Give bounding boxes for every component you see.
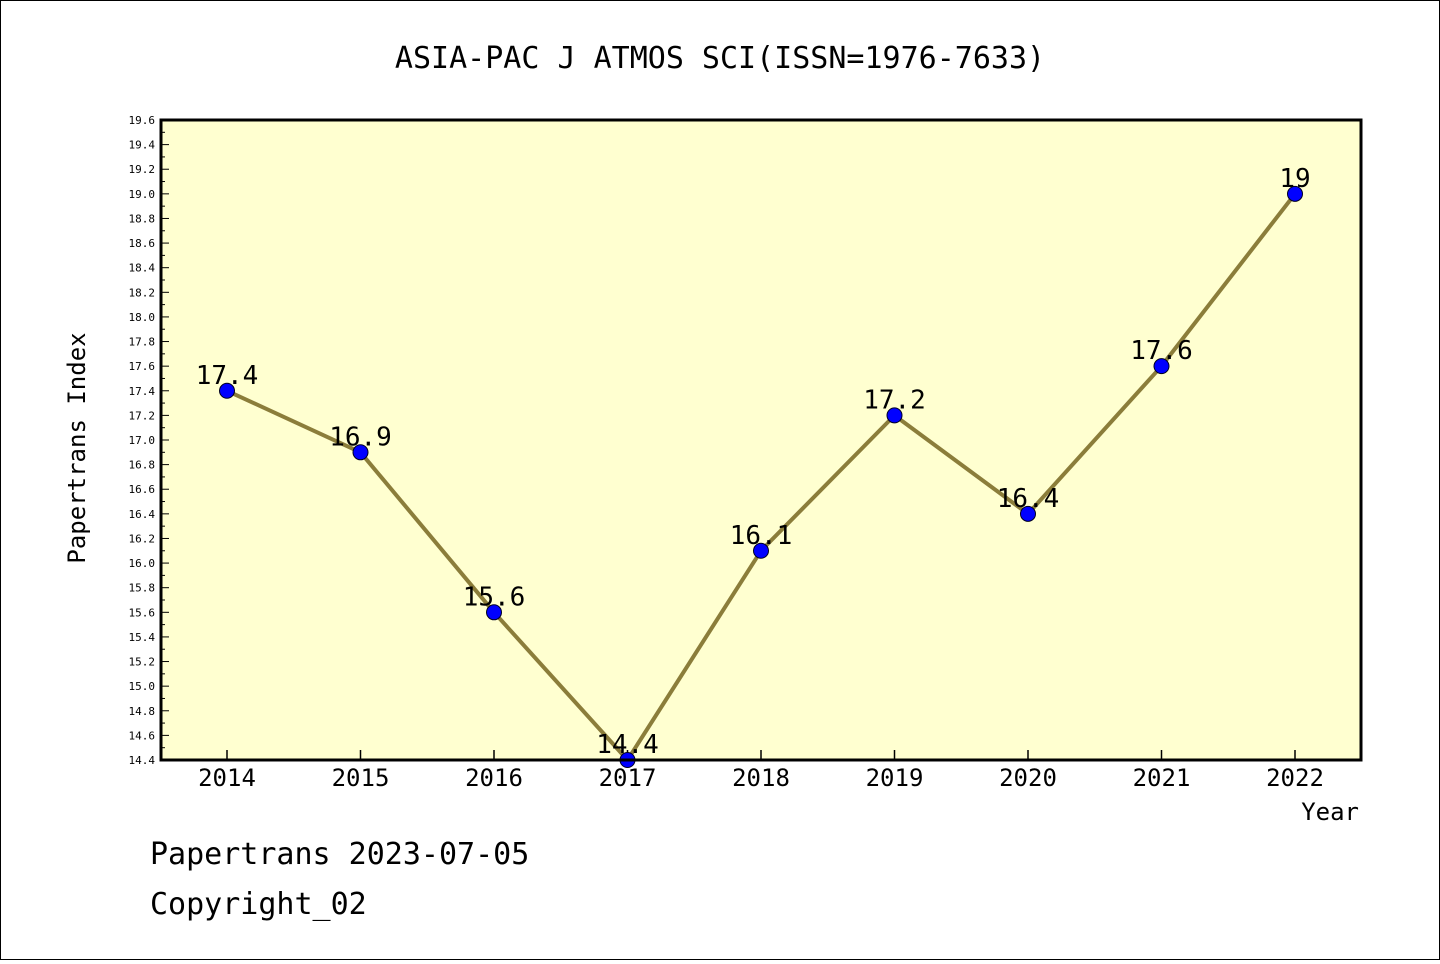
- y-axis-label: Papertrans Index: [63, 332, 91, 563]
- data-labels-group: 17.4 16.9 15.6 14.4 16.1 17.2 16.4 17.6 19: [196, 164, 1311, 760]
- plot-border: [159, 118, 1363, 762]
- data-point-marker: [1020, 505, 1036, 522]
- y-tick-label: 15.8: [129, 582, 156, 595]
- y-tick-label: 17.0: [129, 434, 156, 447]
- y-tick-label: 19.4: [129, 139, 156, 152]
- y-tick-label: 19.2: [129, 163, 156, 176]
- y-tick-label: 18.8: [129, 212, 156, 225]
- y-tick-label: 17.8: [129, 336, 156, 349]
- x-tick-label: 2018: [732, 764, 790, 792]
- data-label: 17.2: [863, 385, 926, 415]
- y-tick-label: 18.6: [129, 237, 156, 250]
- y-tick-label: 16.0: [129, 557, 156, 570]
- data-label: 19: [1279, 164, 1310, 194]
- y-tick-label: 19.6: [129, 114, 156, 127]
- y-tick-label: 15.6: [129, 606, 156, 619]
- data-point-marker: [1153, 358, 1170, 375]
- data-label: 16.1: [730, 521, 793, 551]
- y-tick-label: 18.4: [129, 262, 156, 275]
- x-axis-label: Year: [1301, 798, 1359, 826]
- data-label: 17.4: [196, 361, 259, 391]
- plot-area: [161, 120, 1361, 760]
- x-tick-label: 2017: [599, 764, 657, 792]
- y-tick-label: 16.2: [129, 532, 156, 545]
- data-point-marker: [486, 604, 502, 621]
- x-tick-label: 2021: [1133, 764, 1191, 792]
- y-tick-label: 14.6: [129, 729, 156, 742]
- x-axis: 2014 2015 2016 2017 2018 2019 2020 2021 2022: [198, 750, 1324, 792]
- y-tick-label: 18.2: [129, 286, 156, 299]
- data-point-marker: [352, 444, 369, 461]
- x-tick-label: 2015: [332, 764, 390, 792]
- data-point-marker: [886, 407, 903, 424]
- data-label: 16.9: [329, 422, 392, 452]
- data-label: 15.6: [463, 582, 526, 612]
- y-tick-label: 15.2: [129, 656, 156, 669]
- chart-title: ASIA-PAC J ATMOS SCI(ISSN=1976-7633): [395, 41, 1045, 76]
- data-point-marker: [219, 382, 235, 399]
- data-label: 16.4: [997, 484, 1060, 514]
- data-label: 14.4: [596, 730, 659, 760]
- y-tick-label: 17.4: [129, 385, 156, 398]
- y-tick-label: 19.0: [129, 188, 156, 201]
- y-tick-label: 17.6: [129, 360, 156, 373]
- x-tick-label: 2020: [999, 764, 1057, 792]
- x-tick-label: 2014: [198, 764, 256, 792]
- y-tick-label: 14.4: [129, 754, 156, 767]
- footer-copyright: Copyright_02: [150, 887, 367, 922]
- y-tick-label: 16.6: [129, 483, 156, 496]
- data-point-marker: [1287, 185, 1303, 202]
- y-axis: 14.4 14.6 14.8 15.0 15.2 15.4 15.6 15.8 16.0 16.2…: [129, 114, 169, 767]
- y-tick-label: 15.4: [129, 631, 156, 644]
- y-tick-label: 14.8: [129, 705, 156, 718]
- data-point-marker: [753, 542, 769, 559]
- footer-date: Papertrans 2023-07-05: [150, 837, 529, 872]
- y-tick-label: 16.8: [129, 459, 156, 472]
- y-tick-label: 18.0: [129, 311, 156, 324]
- x-tick-label: 2019: [866, 764, 924, 792]
- data-label: 17.6: [1130, 336, 1193, 366]
- x-tick-label: 2016: [465, 764, 523, 792]
- y-tick-label: 16.4: [129, 508, 156, 521]
- x-tick-label: 2022: [1266, 764, 1324, 792]
- y-tick-label: 17.2: [129, 409, 156, 422]
- y-tick-label: 15.0: [129, 680, 156, 693]
